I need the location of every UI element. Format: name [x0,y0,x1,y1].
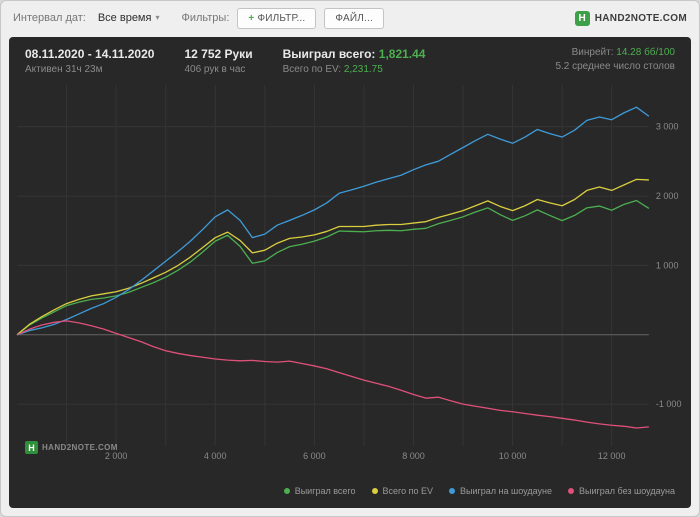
watermark-text: HAND2NOTE.COM [42,443,118,452]
date-interval-dropdown[interactable]: Все время ▾ [94,10,164,26]
plus-icon: + [248,12,255,24]
report-panel: 08.11.2020 - 14.11.2020 Активен 31ч 23м … [9,37,691,508]
x-axis-tick-label: 2 000 [105,451,128,461]
chart-watermark: H HAND2NOTE.COM [25,441,118,454]
series-line-won-showdown [16,106,650,336]
hand2note-logo-icon: H [574,10,590,26]
x-axis-tick-label: 8 000 [402,451,425,461]
chevron-down-icon: ▾ [155,13,160,22]
y-axis-tick-label: -1 000 [656,399,682,409]
y-axis-tick-label: 2 000 [656,191,679,201]
legend-color-dot [371,488,378,494]
series-line-ev-total [16,178,649,336]
x-axis-tick-label: 12 000 [598,451,626,461]
legend-color-dot [449,488,456,494]
legend-label: Выиграл на шоудауне [460,486,552,496]
ev-total-value: 2,231.75 [343,64,383,75]
toolbar: Интервал дат: Все время ▾ Фильтры: + ФИЛ… [1,1,699,35]
avg-tables: 5.2 среднее число столов [555,61,675,72]
legend-item-won-showdown[interactable]: Выиграл на шоудауне [449,486,552,496]
winrate-label: Винрейт: [571,47,614,58]
legend-color-dot [568,488,574,494]
file-button-label: ФАЙЛ... [335,12,373,24]
ev-total-label: Всего по EV: [282,64,342,75]
brand-link[interactable]: H HAND2NOTE.COM [574,10,687,26]
winrate-value: 14.28 бб/100 [616,47,675,58]
filters-label: Фильтры: [181,12,230,24]
hands-count: 12 752 Руки [184,47,253,61]
hand2note-watermark-icon: H [25,441,38,454]
legend-color-dot [283,488,290,494]
add-filter-button[interactable]: + ФИЛЬТР... [237,7,317,29]
x-axis-tick-label: 4 000 [204,451,227,461]
series-line-won-non-showdown [16,320,649,429]
y-axis-tick-label: 3 000 [656,122,679,132]
winnings-chart-svg: 2 000 4 000 6 000 8 000 10 000 12 000 3 000 2 0… [16,85,682,461]
legend-label: Выиграл всего [294,486,356,496]
winrate-block: Винрейт: 14.28 бб/100 5.2 среднее число … [555,47,675,72]
legend-item-ev-total[interactable]: Всего по EV [371,486,434,496]
legend-label: Всего по EV [382,486,434,496]
hands-per-hour: 406 рук в час [184,64,246,75]
x-axis-tick-label: 10 000 [499,451,527,461]
legend-item-won-total[interactable]: Выиграл всего [283,486,356,496]
winnings-chart: 2 000 4 000 6 000 8 000 10 000 12 000 3 000 2 0… [9,79,691,482]
legend-item-won-non-showdown[interactable]: Выиграл без шоудауна [568,486,675,496]
add-filter-label: ФИЛЬТР... [257,12,306,24]
won-total-label: Выиграл всего: [282,47,376,61]
winnings-block: Выиграл всего: 1,821.44 Всего по EV: 2,2… [283,47,426,75]
active-time: Активен 31ч 23м [25,64,103,75]
legend-label: Выиграл без шоудауна [579,486,675,496]
brand-text: HAND2NOTE.COM [594,12,687,24]
hands-block: 12 752 Руки 406 рук в час [184,47,252,75]
series-line-won-total [16,199,650,336]
x-axis-tick-label: 6 000 [303,451,326,461]
date-range-block: 08.11.2020 - 14.11.2020 Активен 31ч 23м [25,47,154,75]
date-range: 08.11.2020 - 14.11.2020 [25,47,155,61]
report-header: 08.11.2020 - 14.11.2020 Активен 31ч 23м … [9,37,691,79]
date-interval-label: Интервал дат: [13,12,86,24]
won-total-value: 1,821.44 [378,47,426,61]
y-axis-tick-label: 1 000 [656,260,679,270]
chart-legend: Выиграл всего Всего по EV Выиграл на шоуда… [9,482,691,508]
date-interval-value: Все время [97,12,152,24]
file-button[interactable]: ФАЙЛ... [324,7,384,29]
